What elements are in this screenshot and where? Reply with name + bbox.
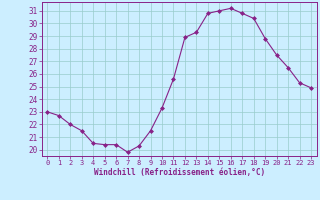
X-axis label: Windchill (Refroidissement éolien,°C): Windchill (Refroidissement éolien,°C): [94, 168, 265, 177]
